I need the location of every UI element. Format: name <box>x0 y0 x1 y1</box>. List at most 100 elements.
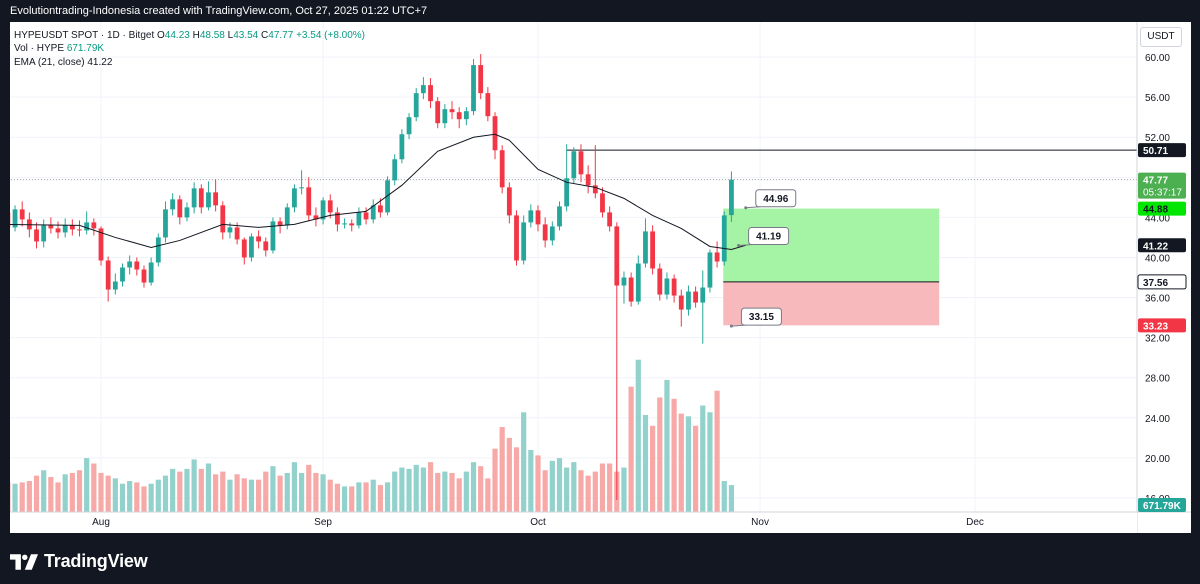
volume-bar <box>571 462 577 514</box>
price-badge-label: 44.88 <box>1143 205 1168 216</box>
volume-bar <box>399 467 405 514</box>
candle-body <box>292 188 297 208</box>
volume-bar <box>162 475 169 514</box>
volume-bar <box>220 471 226 514</box>
candle-body <box>335 212 340 225</box>
volume-bar <box>506 437 512 514</box>
volume-bar <box>449 472 455 514</box>
price-badge-label: 37.56 <box>1143 278 1168 289</box>
volume-bar <box>141 486 147 514</box>
candle-body <box>198 188 204 208</box>
volume-bar <box>657 397 663 514</box>
candle-body <box>528 210 534 223</box>
volume-bar <box>671 398 677 514</box>
high-label: H <box>192 30 200 41</box>
chart-frame[interactable]: 44.9641.1933.1560.0056.0052.0048.0044.00… <box>10 22 1191 533</box>
volume-bar <box>184 468 190 514</box>
volume-bar <box>678 413 684 514</box>
volume-value: 671.79K <box>66 43 105 54</box>
volume-bar <box>499 427 505 514</box>
price-badge-box <box>1138 172 1186 199</box>
price-badge-box <box>1138 238 1186 253</box>
price-badge-box <box>1138 318 1186 333</box>
candle-body <box>134 261 140 270</box>
candle-body <box>34 229 39 242</box>
time-axis <box>10 512 1137 533</box>
volume-bar <box>621 467 627 514</box>
legend-symbol-row: HYPEUSDT SPOT · 1D · Bitget O44.23 H48.5… <box>14 30 365 41</box>
candle-body <box>571 151 577 179</box>
volume-bar <box>542 470 548 514</box>
candle-body <box>41 225 47 242</box>
candle-body <box>148 262 154 283</box>
candle-body <box>48 225 54 229</box>
price-tick-label: 24.00 <box>1145 414 1170 425</box>
candle-body <box>585 174 591 186</box>
volume-label[interactable]: Vol · HYPE <box>14 43 65 54</box>
candle-body <box>635 263 641 302</box>
candle-body <box>313 215 319 220</box>
volume-bar <box>435 472 441 514</box>
candle-body <box>12 209 18 228</box>
callout-anchor <box>729 324 733 328</box>
grid-lines <box>10 22 1137 512</box>
volume-bar <box>456 478 462 514</box>
volume-bar <box>693 425 699 514</box>
volume-bar <box>26 481 32 514</box>
candle-body <box>349 223 355 226</box>
volume-bar <box>535 455 541 514</box>
close-label: C <box>261 30 269 41</box>
price-badge-countdown: 05:37:17 <box>1143 188 1182 199</box>
volume-bar <box>413 464 419 514</box>
volume-bar <box>241 478 247 514</box>
candle-body <box>657 268 663 295</box>
candle-body <box>485 93 491 117</box>
tradingview-logo-icon <box>10 553 38 570</box>
volume-bar <box>392 471 398 514</box>
volume-bar <box>384 482 391 514</box>
volume-bar <box>91 463 97 514</box>
volume-bar <box>170 468 176 514</box>
tradingview-logo[interactable]: TradingView <box>10 551 148 572</box>
candle-body <box>220 205 226 233</box>
volume-bar <box>62 474 68 514</box>
candle-body <box>306 187 312 216</box>
volume-bar <box>349 486 355 514</box>
candle-body <box>320 200 326 220</box>
candle-body <box>557 206 562 227</box>
volume-bar <box>127 481 133 514</box>
ema-value: 41.22 <box>87 57 113 68</box>
volume-bar <box>298 472 305 514</box>
candle-body <box>499 150 505 188</box>
price-badge-box <box>1138 143 1186 158</box>
candle-body <box>120 267 125 282</box>
candle-body <box>714 252 720 262</box>
volume-bar <box>463 471 469 514</box>
volume-bar <box>277 475 283 514</box>
candle-body <box>664 278 670 295</box>
candle-body <box>62 225 68 233</box>
candle-body <box>729 179 734 216</box>
volume-bar <box>635 359 641 514</box>
currency-selector[interactable]: USDT <box>1140 27 1182 47</box>
price-chart[interactable]: 44.9641.1933.1560.0056.0052.0048.0044.00… <box>10 22 1191 533</box>
symbol-label[interactable]: HYPEUSDT SPOT · 1D · Bitget <box>14 30 155 41</box>
volume-bar <box>578 470 584 514</box>
candle-body <box>19 209 25 220</box>
volume-bar <box>721 481 727 514</box>
volume-bar <box>320 474 326 514</box>
volume-bar <box>707 412 713 514</box>
ema-label[interactable]: EMA (21, close) <box>14 57 85 68</box>
candle-body <box>700 287 706 303</box>
candle-body <box>478 65 484 94</box>
volume-bar <box>714 390 720 514</box>
time-tick-label: Nov <box>751 517 769 528</box>
low-value: 43.54 <box>233 30 259 41</box>
candle-body <box>650 231 656 269</box>
price-tick-label: 56.00 <box>1145 93 1170 104</box>
candle-body <box>600 193 605 213</box>
candle-body <box>91 222 97 229</box>
candle-body <box>643 231 648 264</box>
candle-body <box>77 229 82 231</box>
price-badge-label: 47.77 <box>1143 176 1168 187</box>
